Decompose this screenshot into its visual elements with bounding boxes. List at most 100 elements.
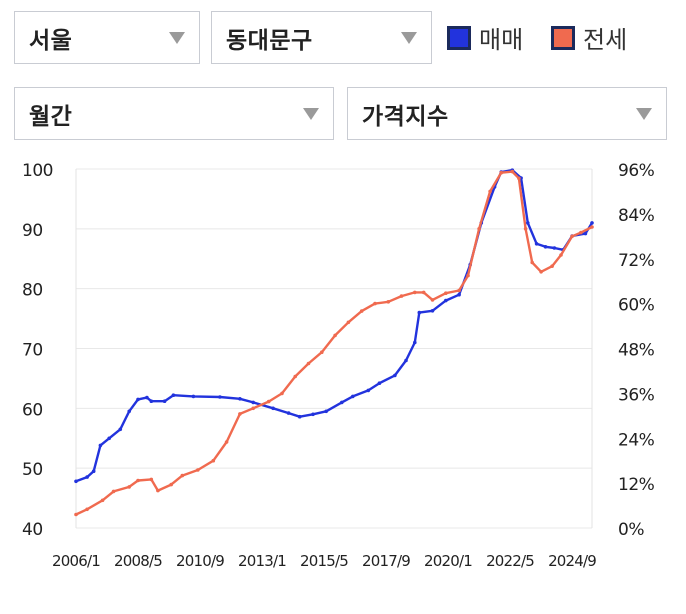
district-select-value: 동대문구 [226,27,313,54]
period-select[interactable]: 월간 [14,87,334,140]
data-point-sale [238,397,242,401]
data-point-jeonse [196,468,200,472]
index-type-select-value: 가격지수 [362,103,449,130]
y-left-tick-label: 50 [22,460,43,480]
data-point-jeonse [373,301,377,306]
chevron-down-icon [169,31,185,44]
data-point-jeonse [590,225,594,229]
data-point-sale [457,292,461,297]
data-point-sale [218,395,222,399]
data-point-sale [136,397,140,402]
y-right-tick-label: 96% [618,161,655,181]
data-point-sale [162,399,167,403]
data-point-sale [444,298,448,303]
data-point-jeonse [211,458,216,463]
data-point-jeonse [224,440,229,444]
data-point-jeonse [149,477,154,482]
data-point-sale [127,409,131,414]
chevron-down-icon [636,107,652,120]
data-point-sale [286,411,291,415]
data-point-jeonse [85,507,89,512]
data-point-jeonse [320,350,324,354]
period-select-value: 월간 [29,103,73,130]
data-point-sale [118,427,123,432]
x-tick-label: 2006/1 [52,552,100,570]
legend-item-jeonse[interactable]: 전세 [551,20,627,55]
x-tick-label: 2010/9 [176,552,224,570]
data-point-sale [351,394,355,399]
data-point-jeonse [517,176,521,181]
data-point-jeonse [127,485,131,489]
data-point-jeonse [333,333,337,338]
data-point-sale [393,373,397,378]
data-point-sale [377,381,382,385]
data-point-jeonse [550,264,554,268]
y-right-tick-label: 72% [618,251,655,271]
data-point-sale [543,245,548,249]
data-point-sale [417,310,422,315]
data-point-jeonse [510,169,515,174]
x-tick-label: 2013/1 [238,552,286,570]
data-point-jeonse [251,406,255,411]
data-point-jeonse [488,189,492,194]
y-left-tick-label: 40 [22,520,43,540]
x-tick-label: 2020/1 [424,552,472,570]
data-point-sale [149,399,154,403]
data-point-sale [297,414,302,419]
data-point-jeonse [306,361,311,366]
data-point-jeonse [111,489,116,494]
legend-swatch-sale [447,25,471,50]
data-point-sale [583,231,588,236]
data-point-jeonse [238,412,242,416]
data-point-sale [85,475,89,479]
y-right-tick-label: 0% [618,520,644,540]
x-tick-label: 2008/5 [114,552,162,570]
index-type-select[interactable]: 가격지수 [347,87,667,140]
y-left-tick-label: 100 [22,161,53,181]
data-point-sale [324,409,329,414]
data-point-sale [552,246,557,250]
y-right-tick-label: 84% [618,206,655,226]
series-line-sale [75,169,594,483]
data-point-sale [526,221,530,225]
y-right-tick-label: 48% [618,341,655,361]
data-point-sale [74,479,78,484]
x-tick-label: 2022/5 [486,552,534,570]
y-right-tick-label: 36% [618,385,655,405]
y-left-tick-label: 70 [22,341,43,361]
district-select[interactable]: 동대문구 [211,11,432,64]
data-point-jeonse [413,290,417,295]
data-point-sale [366,388,371,393]
data-point-jeonse [523,227,528,231]
price-index-chart: 100 90 80 70 60 50 40 96% 84% 72% 60% 48% 36% 24% 12% 0… [22,161,655,570]
legend-swatch-jeonse [551,25,575,50]
data-point-jeonse [359,309,364,313]
y-right-tick-label: 12% [618,475,655,495]
data-point-jeonse [499,170,504,175]
data-point-jeonse [477,227,481,231]
data-point-jeonse [346,320,351,325]
data-point-jeonse [386,300,391,304]
chevron-down-icon [303,107,319,120]
data-point-jeonse [156,488,160,493]
data-point-jeonse [266,399,271,404]
data-point-jeonse [530,260,534,265]
data-point-sale [271,406,275,411]
data-point-jeonse [74,512,78,517]
data-point-jeonse [399,294,404,298]
region-select[interactable]: 서울 [14,11,200,64]
data-point-sale [251,400,255,405]
y-right-tick-label: 24% [618,430,655,450]
data-point-sale [171,393,176,397]
data-point-jeonse [559,253,563,257]
chevron-down-icon [401,31,417,44]
series-line-jeonse [75,170,593,516]
data-point-sale [107,436,111,441]
data-point-sale [430,309,435,313]
legend-label-sale: 매매 [479,26,524,54]
data-point-jeonse [466,273,470,278]
data-point-jeonse [570,234,574,239]
legend-item-sale[interactable]: 매매 [447,20,523,55]
data-point-jeonse [430,298,435,302]
data-point-sale [413,340,417,345]
